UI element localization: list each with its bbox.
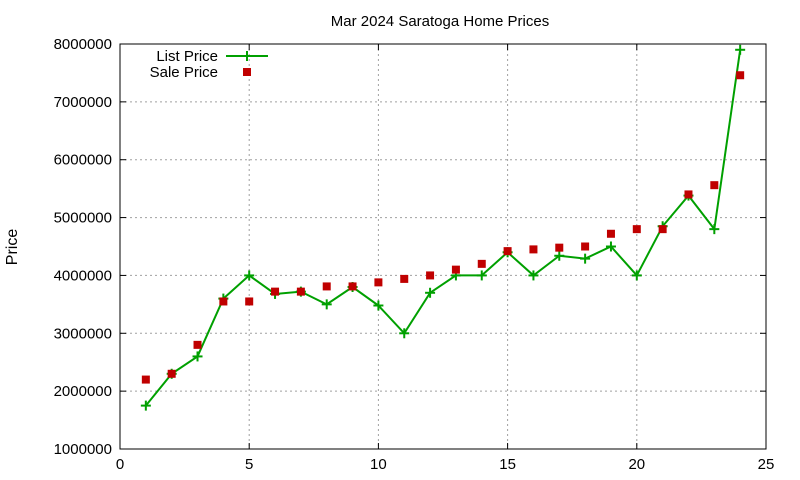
- x-tick-label: 10: [370, 456, 387, 473]
- legend-cross-sample: [242, 51, 252, 61]
- y-tick-label: 5000000: [54, 210, 112, 227]
- y-tick-label: 4000000: [54, 267, 112, 284]
- y-tick-label: 2000000: [54, 383, 112, 400]
- list-price-point: [735, 44, 746, 55]
- series-layer: [140, 44, 746, 411]
- sale-price-point: [684, 190, 693, 199]
- list-price-line: [145, 49, 742, 407]
- grid-lines: [120, 44, 766, 449]
- x-tick-label: 15: [499, 456, 516, 473]
- axis-ticks: 1000000 2000000 3000000 4000000 5000000 60000…: [54, 36, 775, 473]
- sale-price-point: [451, 265, 460, 274]
- list-price-point: [244, 270, 255, 281]
- sale-price-point: [348, 282, 357, 291]
- legend-label: List Price: [156, 48, 218, 65]
- sale-price-point: [167, 369, 176, 378]
- sale-price-point: [219, 297, 228, 306]
- list-price-point: [605, 241, 616, 252]
- sale-price-point: [400, 274, 409, 283]
- list-price-point: [580, 253, 591, 264]
- sale-price-point: [503, 247, 512, 256]
- legend-square-sample: [243, 68, 251, 76]
- list-price-point: [425, 287, 436, 298]
- x-tick-label: 25: [758, 456, 775, 473]
- list-price-point: [631, 270, 642, 281]
- sale-price-point: [632, 225, 641, 234]
- sale-price-point: [606, 229, 615, 238]
- chart-title: Mar 2024 Saratoga Home Prices: [331, 13, 549, 30]
- sale-price-point: [245, 297, 254, 306]
- list-price-point: [399, 328, 410, 339]
- y-axis-label: Price: [4, 229, 21, 266]
- list-price-point: [321, 299, 332, 310]
- sale-price-point: [477, 259, 486, 268]
- sale-price-point: [296, 287, 305, 296]
- sale-price-point: [322, 282, 331, 291]
- sale-price-point: [193, 340, 202, 349]
- sale-price-point: [529, 245, 538, 254]
- sale-price-point: [658, 225, 667, 234]
- list-price-point: [709, 224, 720, 235]
- list-price-point: [476, 270, 487, 281]
- y-tick-label: 7000000: [54, 94, 112, 111]
- y-tick-label: 8000000: [54, 36, 112, 53]
- list-price-point: [554, 250, 565, 261]
- sale-price-point: [710, 181, 719, 190]
- legend-label: Sale Price: [150, 64, 218, 81]
- x-tick-label: 5: [245, 456, 253, 473]
- sale-price-point: [271, 287, 280, 296]
- sale-price-point: [581, 242, 590, 251]
- sale-price-point: [141, 375, 150, 384]
- list-price-point: [373, 300, 384, 311]
- sale-price-point: [426, 271, 435, 280]
- x-tick-label: 0: [116, 456, 124, 473]
- list-price-point: [528, 270, 539, 281]
- y-tick-label: 1000000: [54, 441, 112, 458]
- sale-price-point: [555, 243, 564, 252]
- y-tick-label: 6000000: [54, 152, 112, 169]
- y-tick-label: 3000000: [54, 325, 112, 342]
- list-price-point: [192, 351, 203, 362]
- sale-price-point: [374, 278, 383, 287]
- sale-price-point: [736, 71, 745, 80]
- list-price-point: [140, 400, 151, 411]
- x-tick-label: 20: [628, 456, 645, 473]
- plot-frame: [119, 43, 767, 450]
